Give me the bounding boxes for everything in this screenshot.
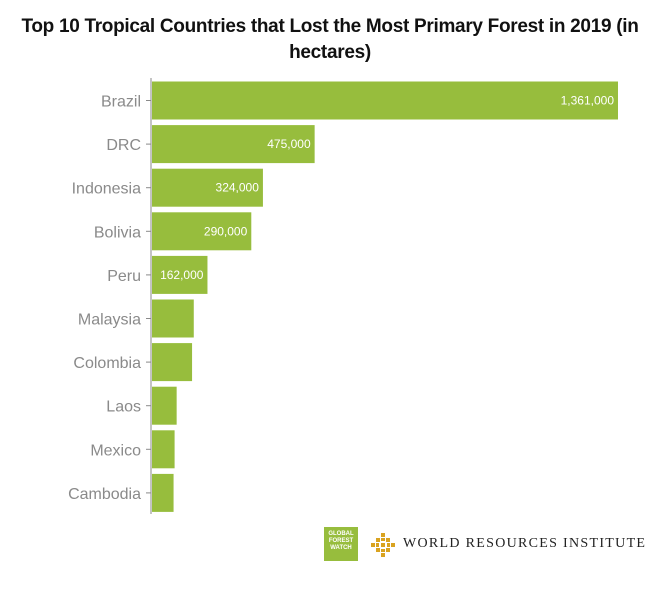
footer-logos: GLOBAL FOREST WATCH WORLD RESOURCES INST… — [324, 527, 647, 561]
bar-laos — [152, 386, 177, 425]
bar-malaysia — [152, 299, 194, 338]
category-label: Colombia — [73, 355, 141, 372]
bar-brazil — [152, 81, 618, 120]
data-label: 475,000 — [267, 137, 311, 151]
gfw-logo: GLOBAL FOREST WATCH — [324, 527, 358, 561]
bar-colombia — [152, 343, 193, 382]
bar-mexico — [152, 430, 175, 469]
category-label: Bolivia — [94, 224, 141, 241]
data-label: 324,000 — [216, 181, 260, 195]
category-label: Indonesia — [72, 181, 141, 198]
data-label: 290,000 — [204, 224, 248, 238]
bar-chart: Brazil 1,361,000 DRC 475,000 Indonesia 324,00… — [68, 78, 618, 514]
category-label: Laos — [106, 399, 141, 416]
category-label: DRC — [106, 137, 141, 154]
bar-peru — [152, 255, 208, 294]
wri-logo-text: WORLD RESOURCES INSTITUTE — [403, 536, 647, 551]
chart-title: Top 10 Tropical Countries that Lost the … — [21, 16, 639, 63]
category-label: Malaysia — [78, 312, 141, 329]
category-label: Mexico — [90, 442, 141, 459]
category-label: Brazil — [101, 94, 141, 111]
data-label: 1,361,000 — [561, 94, 615, 108]
bar-cambodia — [152, 473, 174, 512]
bar-drc — [152, 125, 315, 164]
data-label: 162,000 — [160, 268, 204, 282]
category-label: Peru — [107, 268, 141, 285]
wri-compass-icon — [371, 533, 395, 557]
bar-indonesia — [152, 168, 263, 207]
category-label: Cambodia — [68, 486, 141, 503]
bar-bolivia — [152, 212, 252, 251]
